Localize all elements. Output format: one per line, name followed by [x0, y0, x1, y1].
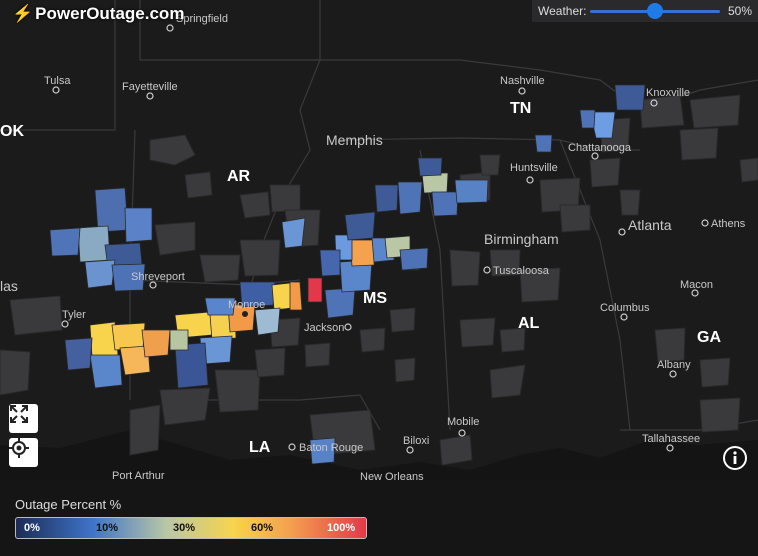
state-label: GA [697, 329, 721, 346]
weather-slider-thumb[interactable] [647, 2, 664, 19]
city-label: Tallahassee [642, 433, 700, 445]
weather-slider[interactable] [590, 2, 720, 19]
city-label: New Orleans [360, 471, 424, 480]
weather-label: Weather: [538, 4, 587, 18]
city-label: Atlanta [628, 217, 672, 233]
city-label: Springfield [176, 13, 228, 25]
city-label: Memphis [326, 132, 383, 148]
legend-color-scale: 0% 10% 30% 60% 100% [15, 517, 367, 539]
city-markers [52, 24, 709, 454]
counties-outage[interactable] [49, 84, 646, 465]
state-label: AL [518, 315, 540, 332]
city-label: Knoxville [646, 87, 690, 99]
city-label: Mobile [447, 416, 479, 428]
state-label: MS [363, 290, 387, 307]
info-button[interactable] [723, 446, 747, 470]
city-label: Chattanooga [568, 142, 632, 154]
lightning-bolt-icon: ⚡ [12, 4, 34, 23]
city-label: Baton Rouge [299, 442, 363, 454]
city-label: Monroe [228, 299, 265, 311]
state-label: LA [249, 439, 271, 456]
brand-name: PowerOutage.com [35, 4, 185, 23]
legend-title: Outage Percent % [15, 497, 122, 512]
city-label: Albany [657, 359, 691, 371]
city-label: Tulsa [44, 75, 71, 87]
legend-stop: 60% [251, 522, 274, 534]
city-label: Jackson [304, 322, 344, 334]
city-label: Nashville [500, 75, 545, 87]
city-label: Columbus [600, 302, 650, 314]
legend-stop: 10% [96, 522, 119, 534]
weather-control: Weather: 50% [532, 0, 758, 22]
fullscreen-button[interactable] [9, 404, 38, 433]
city-label: Shreveport [131, 271, 185, 283]
info-icon [725, 448, 745, 468]
city-label: las [0, 278, 18, 294]
city-label: Biloxi [403, 435, 429, 447]
legend-stop: 30% [173, 522, 196, 534]
state-label: TN [510, 100, 531, 117]
city-label: Port Arthur [112, 470, 165, 480]
legend-stop: 0% [24, 522, 40, 534]
brand-logo[interactable]: ⚡ PowerOutage.com [12, 4, 184, 24]
state-label: AR [227, 168, 251, 185]
city-label: Fayetteville [122, 81, 178, 93]
city-label: Tuscaloosa [493, 265, 550, 277]
outage-map[interactable]: Springfield Tulsa Fayetteville Nashville… [0, 0, 758, 480]
city-label: Huntsville [510, 162, 558, 174]
city-label: Macon [680, 279, 713, 291]
city-label: Tyler [62, 309, 86, 321]
state-label: OK [0, 123, 24, 140]
city-label: Birmingham [484, 231, 559, 247]
legend-stop: 100% [327, 522, 356, 534]
gulf-water [0, 430, 758, 480]
map-canvas[interactable]: Springfield Tulsa Fayetteville Nashville… [0, 0, 758, 480]
monroe-marker [242, 311, 248, 317]
weather-value: 50% [727, 4, 752, 18]
crosshair-icon [9, 438, 29, 458]
fullscreen-icon [10, 405, 28, 423]
city-label: Athens [711, 218, 746, 230]
locate-button[interactable] [9, 438, 38, 467]
